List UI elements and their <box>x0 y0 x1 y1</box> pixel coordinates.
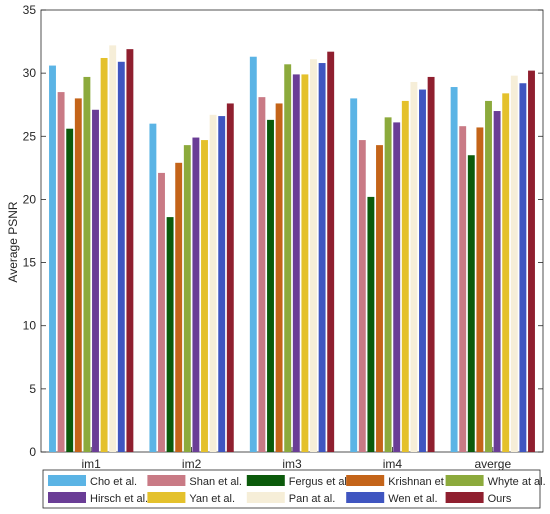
bar <box>66 128 74 453</box>
bar <box>327 51 335 452</box>
y-tick-label: 10 <box>23 319 37 333</box>
bar <box>175 162 183 452</box>
bar <box>450 87 458 452</box>
x-tick-label: averge <box>474 457 511 471</box>
bar <box>109 45 117 453</box>
bar <box>292 74 300 453</box>
bar <box>459 126 467 452</box>
legend-entry: Pan at al. <box>289 493 335 505</box>
legend-entry: Whyte at al. <box>488 476 546 488</box>
legend-swatch <box>147 475 186 486</box>
x-tick-label: im2 <box>182 457 202 471</box>
legend-swatch <box>346 475 385 486</box>
bar <box>209 114 217 453</box>
axes-box <box>40 9 544 453</box>
bar <box>367 196 375 452</box>
legend: Cho et al. Shan et al. Fergus et al. Krishn… <box>42 469 546 509</box>
bar <box>83 76 91 452</box>
legend-entry: Fergus et al. <box>289 476 350 488</box>
y-tick-label: 0 <box>29 445 36 459</box>
bar <box>284 64 292 452</box>
legend-swatch <box>147 492 186 503</box>
bar <box>100 57 108 452</box>
bar <box>358 140 366 452</box>
x-tick-label: im3 <box>282 457 302 471</box>
bar <box>201 140 208 452</box>
legend-swatch <box>346 492 385 503</box>
bar <box>275 103 283 453</box>
bar <box>192 137 200 452</box>
legend-entry: Wen et al. <box>388 493 437 505</box>
bar <box>384 117 392 452</box>
bar <box>74 98 82 453</box>
bar <box>166 217 174 452</box>
bar <box>401 100 409 452</box>
bar <box>226 103 234 453</box>
bar <box>476 127 484 453</box>
bar <box>126 49 134 453</box>
bar <box>49 65 56 453</box>
bar <box>393 122 401 452</box>
legend-entry: Ours <box>488 493 512 505</box>
legend-swatch <box>48 492 86 503</box>
legend-swatch <box>246 492 285 503</box>
bar <box>158 172 165 452</box>
y-tick-label: 35 <box>23 3 37 17</box>
y-tick-label: 25 <box>23 129 37 143</box>
bar <box>467 155 475 452</box>
bar <box>249 56 257 453</box>
legend-entry: Shan et al. <box>189 476 242 488</box>
legend-entry: Yan et al. <box>189 493 235 505</box>
y-tick-label: 30 <box>23 66 37 80</box>
bar <box>493 111 501 453</box>
bar <box>528 70 535 453</box>
bar <box>218 116 226 452</box>
y-tick-label: 20 <box>23 192 37 206</box>
bar <box>376 145 383 452</box>
legend-swatch <box>445 475 484 486</box>
bar <box>427 76 435 452</box>
y-axis-label: Average PSNR <box>6 201 20 282</box>
bar <box>92 109 99 452</box>
x-tick-label: im1 <box>82 457 102 471</box>
bar <box>117 61 125 453</box>
bar <box>149 123 157 453</box>
bar <box>510 75 518 452</box>
x-tick-label: im4 <box>383 457 403 471</box>
y-tick-label: 5 <box>29 382 36 396</box>
bar <box>502 93 510 452</box>
bar <box>519 83 527 452</box>
plot-area: 0 5 10 15 20 25 30 35 im1 im2 im3 im4 averge <box>23 3 544 471</box>
bar <box>183 145 191 452</box>
legend-swatch <box>445 492 484 503</box>
bar <box>57 92 65 452</box>
bar <box>301 74 309 453</box>
legend-swatch <box>48 475 86 486</box>
bar <box>485 100 492 452</box>
legend-swatch <box>246 475 285 486</box>
bar <box>350 98 358 453</box>
y-tick-label: 15 <box>23 256 37 270</box>
legend-entry: Hirsch et al. <box>90 493 148 505</box>
bar <box>258 97 266 452</box>
bar <box>419 89 426 452</box>
bar <box>267 119 274 453</box>
bar <box>310 59 317 452</box>
legend-entry: Cho et al. <box>90 476 137 488</box>
bar <box>410 81 418 453</box>
legend-entry: Krishnan et al. <box>388 476 458 488</box>
bar <box>318 63 326 452</box>
